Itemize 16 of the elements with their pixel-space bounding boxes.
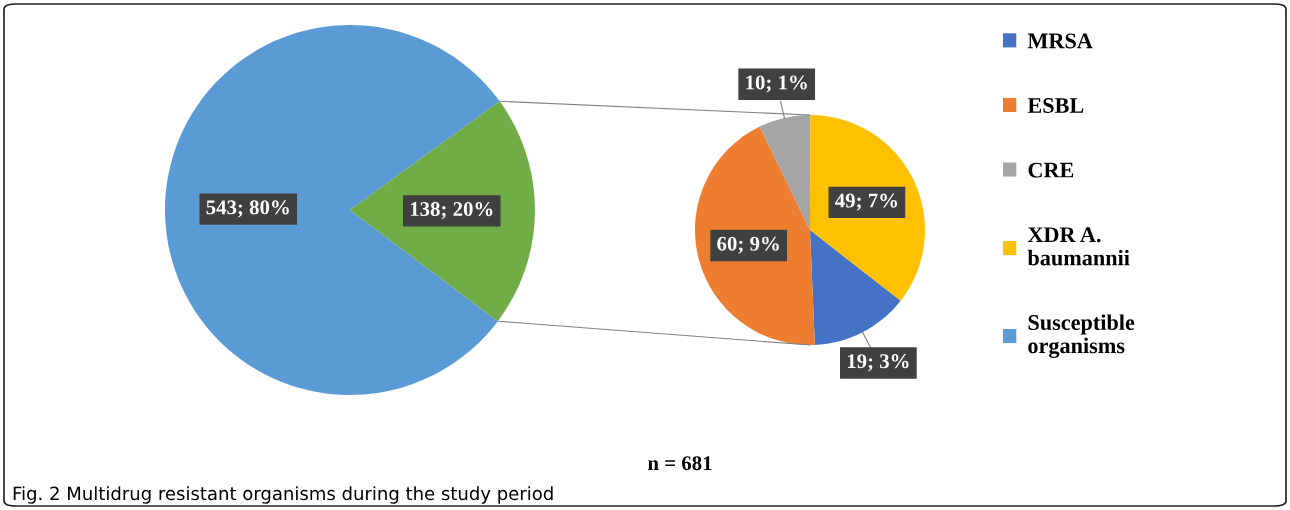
legend-label: Susceptible organisms	[1028, 314, 1135, 358]
legend-label: MRSA	[1027, 33, 1093, 49]
pie-slice	[165, 25, 500, 395]
pie-slice	[810, 230, 901, 345]
data-label: 543; 80%	[206, 200, 289, 218]
legend-label: CRE	[1028, 162, 1074, 178]
data-label: 10; 1%	[746, 75, 807, 93]
data-label: 49; 7%	[835, 193, 898, 211]
legend-label: ESBL	[1027, 98, 1084, 113]
caption: Fig. 2 Multidrug resistant organisms during the study period	[13, 486, 553, 504]
data-label: 138; 20%	[410, 202, 493, 220]
data-label: 60; 9%	[717, 236, 779, 254]
pie-slice	[759, 115, 811, 230]
text: n = 681	[648, 456, 712, 471]
legend-label: XDR A. baumannii	[1027, 227, 1130, 266]
data-label: 19; 3%	[847, 354, 909, 372]
